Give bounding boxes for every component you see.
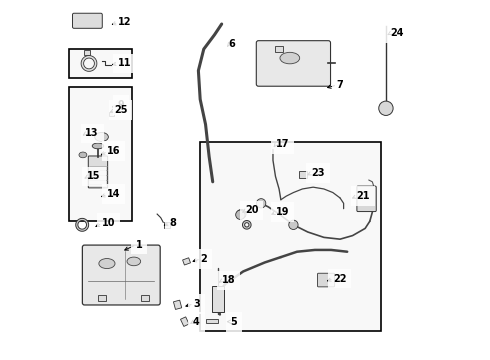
Bar	[200, 142, 381, 330]
Bar	[69, 87, 132, 221]
Bar	[212, 286, 224, 312]
Circle shape	[256, 199, 266, 208]
Text: 22: 22	[333, 274, 346, 284]
Bar	[299, 171, 307, 178]
Text: 19: 19	[275, 207, 289, 217]
Text: 16: 16	[107, 146, 121, 156]
Text: 13: 13	[85, 129, 99, 138]
Text: 7: 7	[337, 80, 343, 90]
Bar	[164, 222, 170, 228]
Text: 14: 14	[107, 189, 121, 199]
FancyBboxPatch shape	[73, 13, 102, 28]
Bar	[183, 258, 191, 265]
Text: 11: 11	[118, 58, 131, 68]
Text: 10: 10	[101, 218, 115, 228]
Text: 8: 8	[170, 218, 176, 228]
Text: 2: 2	[200, 254, 207, 264]
Text: 3: 3	[193, 299, 200, 309]
FancyBboxPatch shape	[256, 41, 331, 86]
Ellipse shape	[95, 132, 108, 141]
Text: 18: 18	[221, 275, 235, 285]
Text: 6: 6	[229, 39, 236, 49]
Text: 5: 5	[231, 317, 238, 327]
Circle shape	[237, 210, 246, 219]
Bar	[275, 46, 283, 52]
Ellipse shape	[92, 143, 104, 149]
Text: 1: 1	[136, 239, 143, 249]
Bar	[141, 296, 148, 301]
Text: 17: 17	[275, 139, 289, 149]
Text: 23: 23	[311, 168, 325, 178]
FancyBboxPatch shape	[357, 186, 376, 212]
Ellipse shape	[127, 257, 141, 266]
Ellipse shape	[280, 52, 300, 64]
Text: 4: 4	[193, 317, 200, 327]
Bar	[98, 296, 105, 301]
Bar	[173, 300, 182, 310]
Bar	[180, 317, 189, 327]
Ellipse shape	[99, 258, 115, 269]
Text: 9: 9	[118, 100, 124, 110]
FancyBboxPatch shape	[82, 245, 160, 305]
Text: 20: 20	[245, 206, 259, 216]
FancyBboxPatch shape	[318, 273, 335, 287]
Ellipse shape	[79, 152, 87, 158]
FancyBboxPatch shape	[88, 156, 108, 188]
Text: 21: 21	[356, 191, 369, 201]
Text: 24: 24	[390, 28, 404, 38]
Circle shape	[379, 101, 393, 116]
Text: 15: 15	[87, 171, 101, 181]
Bar	[84, 50, 90, 55]
Bar	[69, 49, 132, 78]
Circle shape	[289, 220, 298, 229]
Bar	[206, 319, 218, 323]
Text: 25: 25	[114, 105, 127, 115]
Bar	[109, 112, 115, 116]
Circle shape	[236, 210, 245, 220]
Text: 12: 12	[118, 17, 131, 27]
